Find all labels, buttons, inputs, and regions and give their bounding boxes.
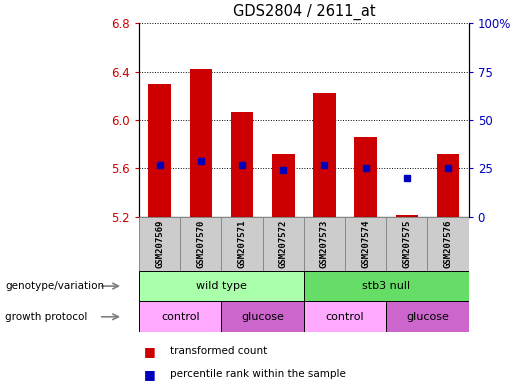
Title: GDS2804 / 2611_at: GDS2804 / 2611_at: [233, 4, 375, 20]
Text: GSM207575: GSM207575: [402, 220, 411, 268]
Bar: [313, 93, 336, 217]
Bar: [386, 217, 427, 271]
Text: stb3 null: stb3 null: [362, 281, 410, 291]
Text: GSM207576: GSM207576: [443, 220, 453, 268]
Bar: [304, 271, 469, 301]
Text: growth protocol: growth protocol: [5, 312, 88, 322]
Bar: [148, 84, 171, 217]
Text: wild type: wild type: [196, 281, 247, 291]
Bar: [304, 301, 386, 332]
Bar: [304, 217, 345, 271]
Bar: [221, 301, 304, 332]
Bar: [345, 217, 386, 271]
Bar: [190, 69, 212, 217]
Text: control: control: [325, 312, 365, 322]
Text: ■: ■: [144, 345, 156, 358]
Bar: [427, 217, 469, 271]
Bar: [272, 154, 295, 217]
Text: genotype/variation: genotype/variation: [5, 281, 104, 291]
Text: control: control: [161, 312, 200, 322]
Bar: [139, 271, 304, 301]
Text: ■: ■: [144, 368, 156, 381]
Bar: [139, 301, 221, 332]
Text: percentile rank within the sample: percentile rank within the sample: [170, 369, 346, 379]
Text: GSM207574: GSM207574: [361, 220, 370, 268]
Bar: [139, 217, 180, 271]
Text: GSM207570: GSM207570: [196, 220, 205, 268]
Text: glucose: glucose: [406, 312, 449, 322]
Bar: [437, 154, 459, 217]
Bar: [386, 301, 469, 332]
Bar: [221, 217, 263, 271]
Text: GSM207571: GSM207571: [237, 220, 247, 268]
Bar: [263, 217, 304, 271]
Text: transformed count: transformed count: [170, 346, 267, 356]
Text: GSM207572: GSM207572: [279, 220, 288, 268]
Bar: [396, 215, 418, 217]
Bar: [354, 137, 377, 217]
Text: GSM207573: GSM207573: [320, 220, 329, 268]
Bar: [180, 217, 221, 271]
Text: glucose: glucose: [241, 312, 284, 322]
Text: GSM207569: GSM207569: [155, 220, 164, 268]
Bar: [231, 111, 253, 217]
